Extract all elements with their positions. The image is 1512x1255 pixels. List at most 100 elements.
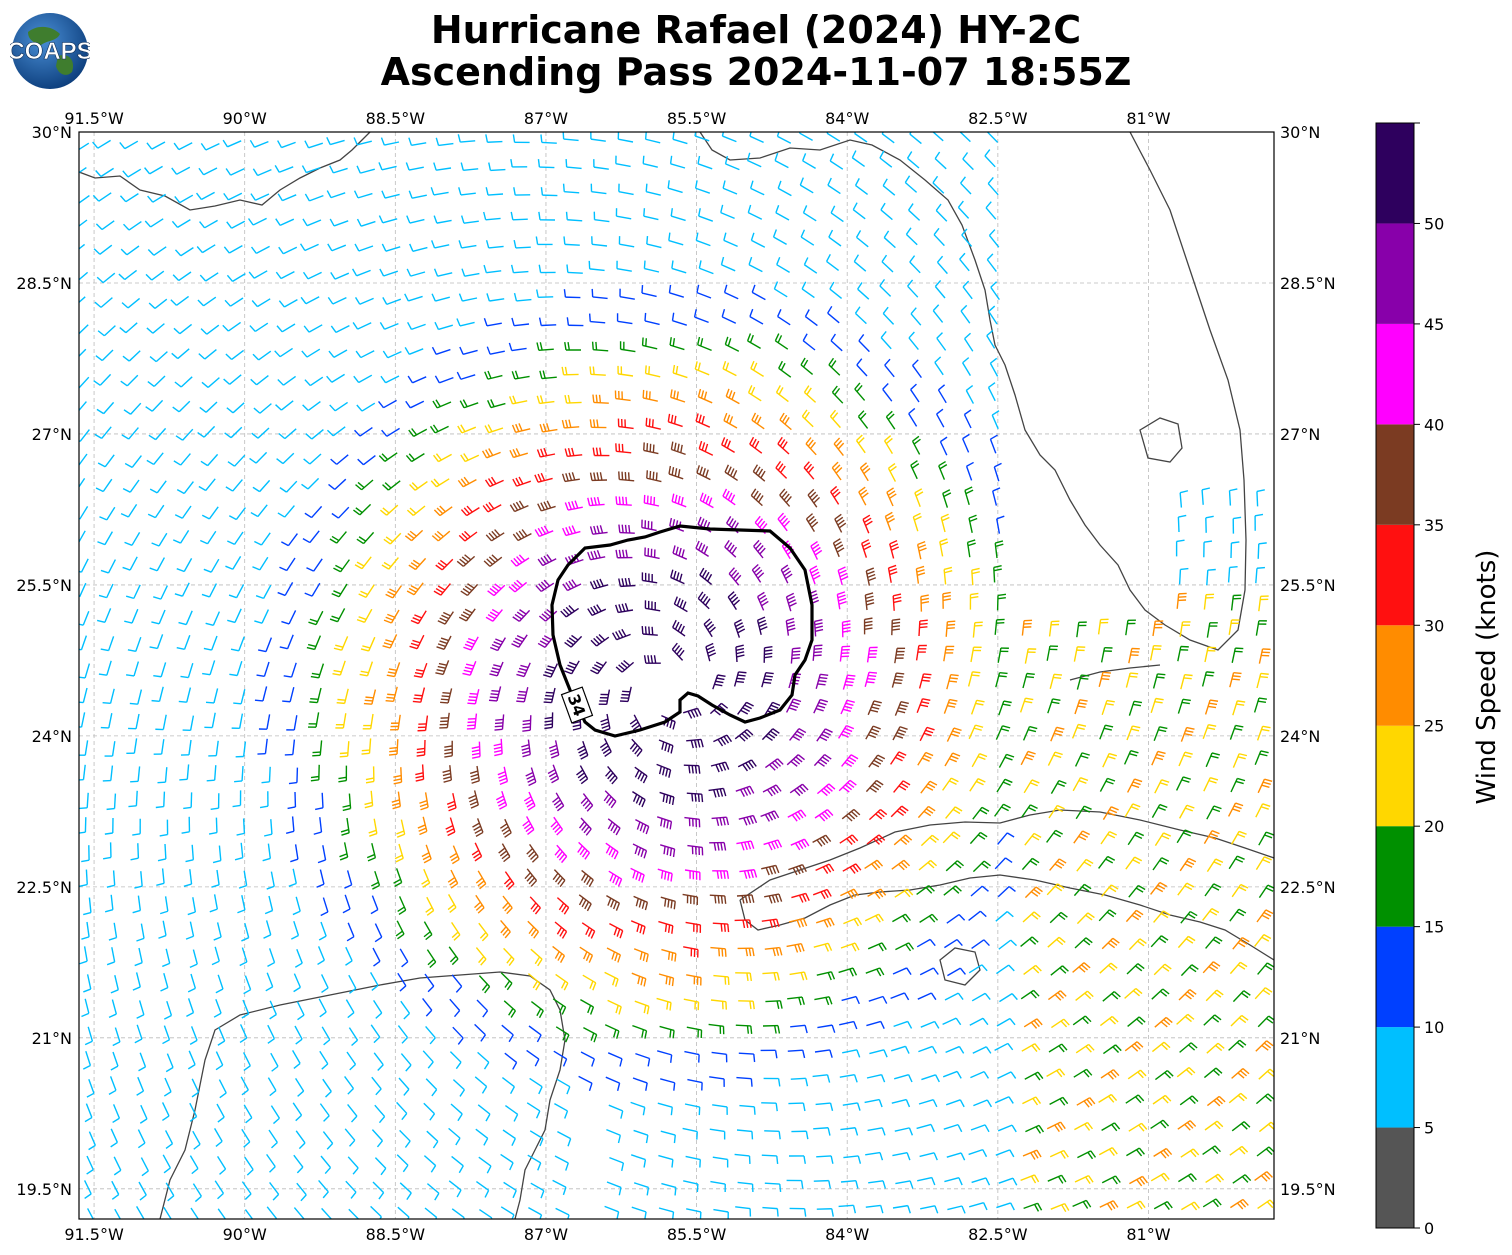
wind-barb: [484, 370, 503, 380]
wind-barb: [433, 215, 452, 224]
wind-barb: [187, 973, 197, 993]
wind-barb: [723, 412, 738, 429]
wind-barb: [1230, 541, 1240, 559]
wind-barb: [216, 1103, 225, 1123]
wind-barb: [180, 662, 194, 679]
wind-barb: [405, 453, 425, 463]
wind-barb: [99, 506, 116, 521]
wind-barb: [964, 332, 974, 352]
wind-barb: [214, 1180, 225, 1200]
wind-barb: [79, 764, 86, 781]
wind-barb: [526, 1049, 540, 1067]
wind-barb: [1231, 1121, 1251, 1132]
wind-barb: [606, 894, 621, 911]
wind-barb: [379, 504, 399, 516]
wind-barb: [909, 132, 922, 145]
wind-barb: [278, 428, 297, 440]
wind-barb: [865, 567, 877, 586]
wind-barb: [277, 375, 297, 386]
wind-barb: [997, 832, 1015, 845]
wind-barb: [98, 583, 114, 599]
wind-barb: [998, 700, 1012, 716]
wind-barb: [322, 1078, 332, 1098]
axis-tick-labels: 91.5°W91.5°W90°W90°W88.5°W88.5°W87°W87°W…: [16, 109, 1335, 1244]
wind-barb: [346, 1051, 357, 1071]
wind-barb: [79, 817, 87, 834]
wind-barb: [838, 967, 858, 977]
wind-barb: [868, 754, 886, 768]
wind-barb: [1176, 829, 1193, 844]
wind-barb: [881, 254, 894, 273]
wind-barb: [1179, 621, 1191, 637]
wind-barb: [1101, 699, 1115, 716]
wind-barb: [304, 582, 321, 597]
wind-barb: [431, 240, 450, 249]
wind-barb: [865, 725, 881, 740]
wind-barb: [1022, 1149, 1042, 1160]
wind-barb: [1255, 1040, 1274, 1052]
wind-barb: [329, 531, 347, 544]
wind-barb: [1255, 566, 1265, 584]
wind-barb: [201, 377, 220, 389]
wind-barb: [836, 591, 847, 610]
wind-barb: [990, 281, 1000, 301]
wind-barb: [752, 464, 766, 482]
wind-barb: [1099, 962, 1118, 974]
wind-barb: [817, 1024, 836, 1033]
wind-barb: [883, 230, 896, 249]
wind-barb: [185, 844, 195, 863]
wind-barb: [891, 859, 911, 871]
wind-barb: [1153, 963, 1172, 976]
wind-barb: [615, 496, 632, 506]
wind-barb: [895, 942, 915, 952]
wind-barb: [750, 360, 764, 377]
wind-barb: [880, 330, 892, 350]
wind-barb: [682, 893, 699, 905]
wind-barb: [934, 151, 947, 170]
wind-barb: [279, 557, 296, 572]
wind-barb: [171, 348, 190, 360]
wind-barb: [163, 1077, 172, 1097]
wind-barb: [963, 409, 972, 429]
wind-barb: [616, 260, 632, 272]
wind-barb: [959, 252, 970, 272]
colorbar-tick-label: 15: [1424, 918, 1444, 937]
wind-barb: [760, 1049, 778, 1059]
wind-barb: [633, 895, 649, 911]
wind-barb: [435, 558, 454, 571]
wind-barb: [840, 1127, 859, 1136]
wind-barb: [1150, 881, 1168, 895]
wind-barb: [764, 1130, 781, 1140]
wind-barb: [406, 505, 426, 516]
lon-tick-label-bottom: 90°W: [223, 1225, 267, 1244]
wind-barb: [1101, 884, 1119, 897]
wind-barb: [495, 790, 508, 810]
wind-barb: [397, 972, 407, 992]
wind-barb: [485, 608, 503, 622]
wind-barb: [882, 382, 893, 402]
wind-barb: [857, 410, 869, 429]
wind-barb: [501, 1024, 514, 1043]
wind-barb: [1075, 1043, 1095, 1054]
wind-barb: [442, 765, 453, 783]
wind-barb: [319, 1050, 329, 1070]
wind-barb: [196, 244, 216, 254]
wind-barb: [915, 565, 926, 584]
wind-barb: [275, 218, 295, 227]
wind-barb: [918, 619, 928, 637]
wind-barb: [780, 564, 793, 584]
wind-barb: [147, 504, 165, 519]
wind-barb: [451, 1208, 465, 1219]
wind-barb: [611, 628, 631, 641]
wind-barb: [970, 1070, 990, 1079]
wind-barb: [316, 869, 325, 888]
wind-barb: [1231, 647, 1244, 663]
wind-barb: [537, 554, 557, 567]
wind-barb: [555, 1026, 570, 1043]
wind-barb: [1021, 857, 1040, 871]
wind-barb: [778, 360, 792, 378]
wind-barb: [787, 1049, 806, 1059]
wind-barb: [908, 203, 921, 221]
wind-barb: [430, 478, 450, 488]
